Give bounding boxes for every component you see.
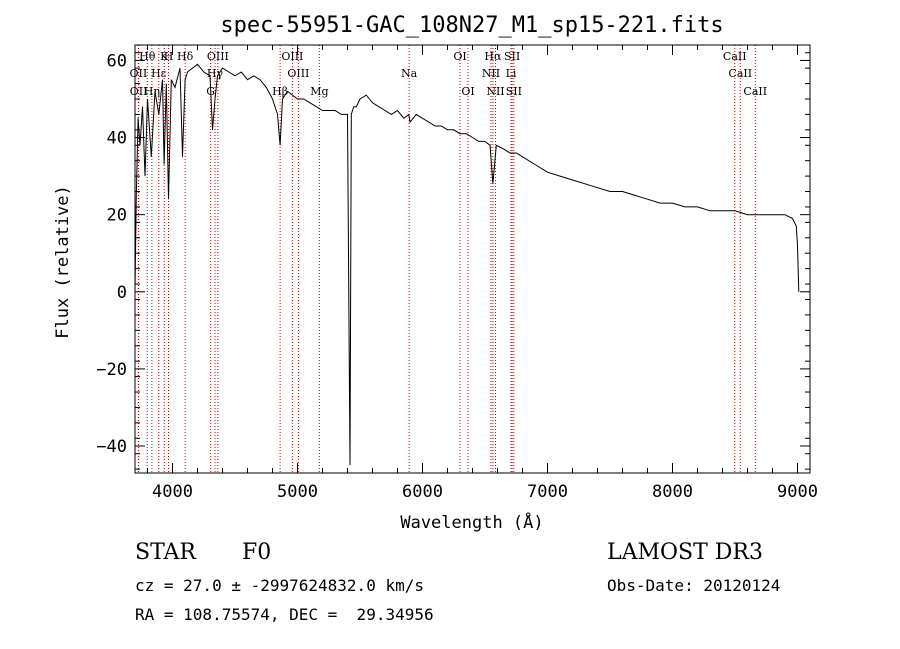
line-label-12: OIII <box>287 67 309 80</box>
observation-date: Obs-Date: 20120124 <box>607 576 781 595</box>
x-tick-label-2: 6000 <box>402 482 443 502</box>
x-tick-label-5: 9000 <box>777 482 818 502</box>
line-label-24: CaII <box>723 50 747 63</box>
line-label-4: Hη <box>144 85 160 98</box>
line-label-3: Hε <box>151 67 167 80</box>
x-tick-label-3: 7000 <box>527 482 568 502</box>
redshift-text: cz = 27.0 ± -2997624832.0 km/s <box>135 576 424 595</box>
coordinates-text: RA = 108.75574, DEC = 29.34956 <box>135 605 434 624</box>
y-tick-label-3: 20 <box>107 206 127 226</box>
line-label-9: OIII <box>207 50 229 63</box>
survey-name: LAMOST DR3 <box>607 540 763 565</box>
y-tick-label-0: −40 <box>96 437 127 457</box>
line-label-16: OI <box>453 50 466 63</box>
line-label-18: Hα <box>484 50 502 63</box>
line-label-5: K <box>160 50 169 63</box>
y-tick-label-1: −20 <box>96 360 127 380</box>
line-label-13: Hβ <box>272 85 288 98</box>
line-label-2: OII <box>130 85 148 98</box>
line-label-21: SII <box>504 50 520 63</box>
line-label-7: Hδ <box>177 50 194 63</box>
emission-line-markers <box>137 45 756 473</box>
chart-title: spec-55951-GAC_108N27_M1_sp15-221.fits <box>220 13 723 38</box>
spectrum-line <box>134 63 800 466</box>
object-subclass: F0 <box>242 540 272 565</box>
line-label-17: OI <box>461 85 474 98</box>
y-tick-label-4: 40 <box>107 129 127 149</box>
plot-frame <box>134 44 811 474</box>
x-tick-label-0: 4000 <box>152 482 193 502</box>
x-axis-ticks: 4000 5000 6000 7000 8000 9000 <box>147 45 818 502</box>
line-label-14: Mg <box>310 85 328 98</box>
y-axis-label: Flux (relative) <box>53 185 73 339</box>
line-label-25: CaII <box>728 67 752 80</box>
line-label-0: Hθ <box>139 50 156 63</box>
y-axis-ticks: −40 −20 0 20 40 60 <box>96 51 810 470</box>
line-label-15: Na <box>401 67 418 80</box>
line-label-22: Li <box>506 67 517 80</box>
line-label-26: CaII <box>743 85 767 98</box>
line-label-20: NII <box>486 85 504 98</box>
line-label-10: Hγ <box>207 67 224 80</box>
line-label-6: H <box>164 50 174 63</box>
line-label-1: OII <box>130 67 148 80</box>
x-axis-label: Wavelength (Å) <box>400 511 543 533</box>
object-class: STAR <box>135 540 196 565</box>
x-tick-label-4: 8000 <box>652 482 693 502</box>
line-label-11: OIII <box>281 50 303 63</box>
line-label-19: NII <box>482 67 500 80</box>
y-tick-label-5: 60 <box>107 51 127 71</box>
line-label-23: SII <box>506 85 522 98</box>
x-tick-label-1: 5000 <box>277 482 318 502</box>
y-tick-label-2: 0 <box>117 283 127 303</box>
